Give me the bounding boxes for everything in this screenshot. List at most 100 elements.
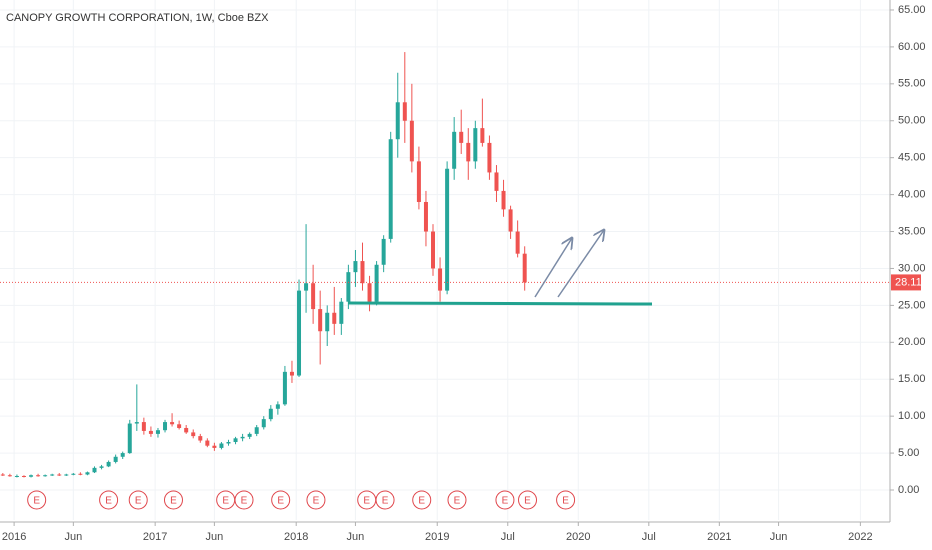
x-tick-label: 2017 bbox=[143, 531, 167, 543]
candle-body bbox=[64, 474, 69, 476]
earnings-marker bbox=[128, 490, 148, 510]
x-tick-label: Jun bbox=[770, 531, 788, 543]
x-tick-label: Jul bbox=[501, 531, 515, 543]
candle-body bbox=[480, 128, 485, 143]
y-tick-label: 5.00 bbox=[898, 447, 919, 459]
earnings-marker bbox=[163, 490, 183, 510]
candle-body bbox=[353, 261, 358, 273]
candle-body bbox=[289, 371, 294, 376]
candle-body bbox=[515, 231, 520, 254]
candle-body bbox=[438, 268, 443, 291]
candle-body bbox=[120, 453, 125, 457]
y-tick-label: 10.00 bbox=[898, 410, 926, 422]
candle-body bbox=[92, 467, 97, 473]
x-tick-label: 2021 bbox=[707, 531, 731, 543]
candle-body bbox=[367, 283, 372, 302]
candle-body bbox=[445, 168, 450, 291]
candle-body bbox=[508, 209, 513, 232]
earnings-marker bbox=[99, 490, 119, 510]
candle-body bbox=[148, 430, 153, 434]
earnings-label: E bbox=[502, 496, 509, 507]
candle-body bbox=[99, 466, 104, 468]
x-tick-label: 2020 bbox=[566, 531, 590, 543]
candle-body bbox=[494, 172, 499, 191]
candle-body bbox=[21, 475, 26, 477]
earnings-marker bbox=[306, 490, 326, 510]
last-price-label: 28.11 bbox=[895, 276, 922, 288]
candle-body bbox=[29, 475, 34, 477]
earnings-label: E bbox=[562, 496, 569, 507]
candle-body bbox=[0, 474, 5, 476]
candle-body bbox=[113, 456, 118, 462]
earnings-label: E bbox=[454, 496, 461, 507]
x-tick-label: Jun bbox=[64, 531, 82, 543]
candle-body bbox=[233, 438, 238, 443]
candle-body bbox=[254, 427, 259, 434]
candle-body bbox=[57, 474, 62, 476]
candle-body bbox=[282, 371, 287, 405]
candle-body bbox=[381, 238, 386, 265]
x-tick-label: 2018 bbox=[284, 531, 308, 543]
last-price-box bbox=[891, 274, 921, 291]
earnings-label: E bbox=[222, 496, 229, 507]
candle-body bbox=[240, 436, 245, 439]
candle-body bbox=[409, 120, 414, 162]
y-tick-label: 30.00 bbox=[898, 262, 926, 274]
candle-body bbox=[247, 433, 252, 437]
candle-body bbox=[466, 142, 471, 162]
candle-body bbox=[395, 102, 400, 140]
x-tick-label: 2016 bbox=[2, 531, 26, 543]
candle-body bbox=[332, 312, 337, 324]
candle-body bbox=[184, 427, 189, 433]
y-tick-label: 50.00 bbox=[898, 115, 926, 127]
candle-body bbox=[459, 131, 464, 143]
candle-body bbox=[36, 475, 41, 477]
earnings-label: E bbox=[313, 496, 320, 507]
y-tick-label: 60.00 bbox=[898, 41, 926, 53]
candle-body bbox=[163, 422, 168, 431]
y-tick-label: 35.00 bbox=[898, 225, 926, 237]
candle-body bbox=[473, 128, 478, 162]
candle-body bbox=[177, 424, 182, 428]
candle-body bbox=[71, 473, 76, 475]
candle-body bbox=[388, 139, 393, 239]
candle-body bbox=[191, 432, 196, 437]
candle-body bbox=[198, 436, 203, 441]
candle-body bbox=[219, 443, 224, 448]
candle-body bbox=[7, 475, 12, 477]
candle-body bbox=[416, 161, 421, 202]
candle-body bbox=[339, 301, 344, 324]
candle-body bbox=[50, 474, 55, 476]
candle-body bbox=[325, 312, 330, 332]
candle-body bbox=[452, 131, 457, 169]
candle-body bbox=[311, 283, 316, 310]
candle-body bbox=[268, 408, 273, 420]
candle-body bbox=[43, 475, 48, 477]
candle-body bbox=[155, 430, 160, 434]
earnings-label: E bbox=[277, 496, 284, 507]
earnings-label: E bbox=[33, 496, 40, 507]
earnings-marker bbox=[447, 490, 467, 510]
candle-body bbox=[261, 419, 266, 428]
candle-body bbox=[522, 253, 527, 283]
earnings-marker bbox=[556, 490, 576, 510]
candle-body bbox=[423, 201, 428, 232]
candle-body bbox=[402, 102, 407, 121]
y-tick-label: 40.00 bbox=[898, 189, 926, 201]
candle-body bbox=[127, 423, 132, 454]
earnings-label: E bbox=[105, 496, 112, 507]
candle-body bbox=[346, 272, 351, 302]
earnings-label: E bbox=[363, 496, 370, 507]
x-tick-label: Jul bbox=[642, 531, 656, 543]
x-tick-label: Jun bbox=[206, 531, 224, 543]
candle-body bbox=[170, 422, 175, 425]
earnings-marker bbox=[375, 490, 395, 510]
x-tick-label: Jun bbox=[347, 531, 365, 543]
candle-body bbox=[205, 440, 210, 446]
support-line bbox=[347, 301, 653, 306]
candle-body bbox=[78, 473, 83, 475]
candle-body bbox=[487, 142, 492, 173]
candle-body bbox=[501, 190, 506, 210]
axes: 0.00 5.00 10.00 15.00 20.00 25.00 30.00 35.00 40… bbox=[2, 4, 926, 543]
